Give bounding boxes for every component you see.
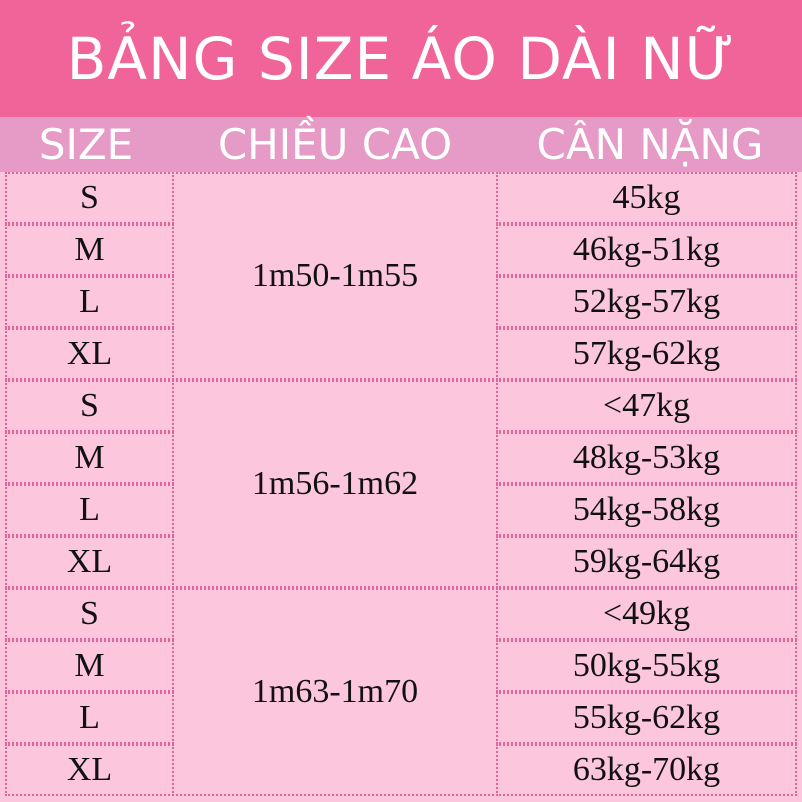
size-cell: XL <box>5 744 174 796</box>
weight-cell: 50kg-55kg <box>496 640 797 692</box>
size-cell: M <box>5 224 174 276</box>
size-cell: L <box>5 692 174 744</box>
weight-cell: 55kg-62kg <box>496 692 797 744</box>
page-title: BẢNG SIZE ÁO DÀI NỮ <box>0 0 802 117</box>
size-cell: XL <box>5 536 174 588</box>
weight-cell: 59kg-64kg <box>496 536 797 588</box>
size-table: 1m50-1m55 S 45kg M 46kg-51kg L 52kg-57kg XL 57kg… <box>5 172 797 796</box>
header-height: CHIỀU CAO <box>217 120 453 169</box>
height-cell: 1m50-1m55 <box>172 172 498 380</box>
weight-cell: 52kg-57kg <box>496 276 797 328</box>
size-cell: S <box>5 172 174 224</box>
weight-cell: 63kg-70kg <box>496 744 797 796</box>
table-header: SIZE CHIỀU CAO CÂN NẶNG <box>0 117 802 172</box>
height-cell: 1m63-1m70 <box>172 588 498 796</box>
weight-cell: 54kg-58kg <box>496 484 797 536</box>
weight-cell: 45kg <box>496 172 797 224</box>
weight-cell: 57kg-62kg <box>496 328 797 380</box>
height-cell: 1m56-1m62 <box>172 380 498 588</box>
header-size: SIZE <box>38 120 134 169</box>
size-cell: M <box>5 640 174 692</box>
size-cell: M <box>5 432 174 484</box>
size-cell: XL <box>5 328 174 380</box>
size-cell: S <box>5 380 174 432</box>
weight-cell: 46kg-51kg <box>496 224 797 276</box>
weight-cell: <47kg <box>496 380 797 432</box>
weight-cell: 48kg-53kg <box>496 432 797 484</box>
size-cell: L <box>5 484 174 536</box>
weight-cell: <49kg <box>496 588 797 640</box>
header-weight: CÂN NẶNG <box>536 120 764 169</box>
size-cell: S <box>5 588 174 640</box>
size-cell: L <box>5 276 174 328</box>
